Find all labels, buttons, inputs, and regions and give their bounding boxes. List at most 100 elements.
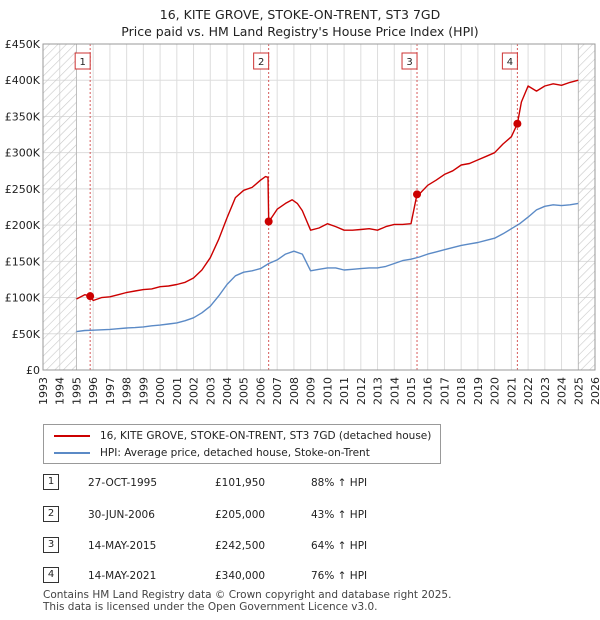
sale-label-text: 2 bbox=[258, 57, 264, 68]
x-tick-label: 2025 bbox=[572, 377, 585, 405]
x-tick-label: 2005 bbox=[238, 377, 251, 405]
x-tick-label: 2010 bbox=[321, 377, 334, 405]
x-tick-label: 2014 bbox=[388, 377, 401, 405]
sale-number-badge: 4 bbox=[43, 567, 59, 583]
x-tick-label: 1996 bbox=[87, 377, 100, 405]
x-tick-label: 1999 bbox=[137, 377, 150, 405]
sale-hpi-change: 64% ↑ HPI bbox=[311, 540, 368, 552]
plot-area bbox=[43, 44, 595, 370]
x-tick-label: 2021 bbox=[505, 377, 518, 405]
sale-price: £242,500 bbox=[215, 540, 266, 552]
y-tick-label: £50K bbox=[12, 328, 41, 341]
x-tick-label: 2004 bbox=[221, 377, 234, 405]
sale-number-badge: 1 bbox=[43, 474, 59, 490]
sale-points bbox=[86, 119, 522, 301]
series-lines bbox=[76, 79, 579, 333]
sale-date: 14-MAY-2021 bbox=[88, 570, 157, 582]
x-tick-label: 2015 bbox=[405, 377, 418, 405]
chart-title-block: 16, KITE GROVE, STOKE-ON-TRENT, ST3 7GD … bbox=[0, 6, 600, 40]
y-tick-label: £450K bbox=[5, 38, 41, 51]
x-tick-label: 2017 bbox=[438, 377, 451, 405]
legend-swatch-price bbox=[54, 435, 90, 437]
price-chart: 1 2 3 4 £0 £50K £100K £150K £200K £250K £300K £350… bbox=[5, 38, 600, 405]
x-tick-label: 2020 bbox=[489, 377, 502, 405]
sale-label-box bbox=[401, 52, 418, 70]
price-paid-line bbox=[76, 79, 579, 302]
x-tick-label: 2007 bbox=[271, 377, 284, 405]
sale-point bbox=[264, 217, 273, 226]
footer: Contains HM Land Registry data © Crown c… bbox=[43, 589, 451, 613]
sale-number-badge: 2 bbox=[43, 506, 59, 522]
x-tick-label: 2023 bbox=[539, 377, 552, 405]
x-tick-label: 2012 bbox=[355, 377, 368, 405]
x-tick-label: 1998 bbox=[121, 377, 134, 405]
sale-label-text: 1 bbox=[79, 57, 85, 68]
x-tick-label: 1993 bbox=[37, 377, 50, 405]
y-tick-label: £350K bbox=[5, 110, 41, 123]
legend-swatch-hpi bbox=[54, 452, 90, 454]
x-tick-label: 2024 bbox=[556, 377, 569, 405]
y-tick-label: £250K bbox=[5, 183, 41, 196]
x-tick-label: 2018 bbox=[455, 377, 468, 405]
sale-label-text: 3 bbox=[406, 57, 412, 68]
y-tick-label: £200K bbox=[5, 219, 41, 232]
plot-frame bbox=[42, 43, 596, 371]
x-tick-label: 2002 bbox=[188, 377, 201, 405]
y-tick-label: £300K bbox=[5, 147, 41, 160]
y-tick-label: £100K bbox=[5, 292, 41, 305]
sale-date: 30-JUN-2006 bbox=[88, 509, 155, 521]
sale-point bbox=[86, 292, 95, 301]
x-axis-ticks: 1993 1994 1995 1996 1997 1998 1999 2000 2001 2002… bbox=[37, 377, 600, 405]
sale-hpi-change: 76% ↑ HPI bbox=[311, 570, 368, 582]
x-tick-label: 2016 bbox=[422, 377, 435, 405]
y-axis-ticks: £0 £50K £100K £150K £200K £250K £300K £350K £400… bbox=[5, 38, 41, 377]
x-tick-label: 2006 bbox=[254, 377, 267, 405]
x-tick-label: 2000 bbox=[154, 377, 167, 405]
x-tick-label: 1995 bbox=[70, 377, 83, 405]
sale-label: 3 bbox=[401, 52, 418, 70]
sale-label-text: 4 bbox=[507, 57, 513, 68]
sale-label-box bbox=[501, 52, 518, 70]
sale-hpi-change: 88% ↑ HPI bbox=[311, 477, 368, 489]
sale-point bbox=[513, 119, 522, 128]
table-row: 3 14-MAY-2015 £242,500 64% ↑ HPI bbox=[43, 537, 463, 555]
sale-price: £101,950 bbox=[215, 477, 266, 489]
sale-label-box bbox=[74, 52, 91, 70]
legend-label-hpi: HPI: Average price, detached house, Stok… bbox=[100, 447, 370, 459]
shaded-region-after bbox=[577, 43, 596, 371]
sale-label: 1 bbox=[74, 52, 91, 70]
sale-price: £205,000 bbox=[215, 509, 266, 521]
sale-label: 2 bbox=[253, 52, 270, 70]
y-tick-label: £0 bbox=[26, 364, 40, 377]
x-tick-label: 2001 bbox=[171, 377, 184, 405]
y-tick-label: £400K bbox=[5, 74, 41, 87]
shaded-region-before bbox=[42, 43, 77, 371]
plot-background bbox=[43, 44, 595, 370]
footer-licence: This data is licensed under the Open Gov… bbox=[43, 601, 378, 613]
chart-subtitle: Price paid vs. HM Land Registry's House … bbox=[121, 24, 479, 39]
sale-price: £340,000 bbox=[215, 570, 266, 582]
sale-number-badge: 3 bbox=[43, 537, 59, 553]
sale-label-box bbox=[253, 52, 270, 70]
legend-item-hpi: HPI: Average price, detached house, Stok… bbox=[54, 445, 370, 461]
sale-date: 27-OCT-1995 bbox=[88, 477, 157, 489]
x-tick-label: 2019 bbox=[472, 377, 485, 405]
table-row: 2 30-JUN-2006 £205,000 43% ↑ HPI bbox=[43, 506, 463, 524]
sale-number-labels: 1 2 3 4 bbox=[74, 52, 518, 70]
y-tick-label: £150K bbox=[5, 255, 41, 268]
x-tick-label: 1997 bbox=[104, 377, 117, 405]
x-tick-label: 2026 bbox=[589, 377, 600, 405]
x-tick-label: 2003 bbox=[204, 377, 217, 405]
footer-copyright: Contains HM Land Registry data © Crown c… bbox=[43, 589, 452, 601]
hpi-line bbox=[76, 202, 579, 333]
sale-point bbox=[413, 190, 422, 199]
sale-hpi-change: 43% ↑ HPI bbox=[311, 509, 368, 521]
legend: 16, KITE GROVE, STOKE-ON-TRENT, ST3 7GD … bbox=[43, 424, 441, 464]
table-row: 1 27-OCT-1995 £101,950 88% ↑ HPI bbox=[43, 474, 463, 492]
x-tick-label: 2013 bbox=[372, 377, 385, 405]
table-row: 4 14-MAY-2021 £340,000 76% ↑ HPI bbox=[43, 567, 463, 585]
legend-item-price: 16, KITE GROVE, STOKE-ON-TRENT, ST3 7GD … bbox=[54, 428, 431, 444]
sale-date: 14-MAY-2015 bbox=[88, 540, 157, 552]
sale-label: 4 bbox=[501, 52, 518, 70]
x-tick-label: 1994 bbox=[54, 377, 67, 405]
